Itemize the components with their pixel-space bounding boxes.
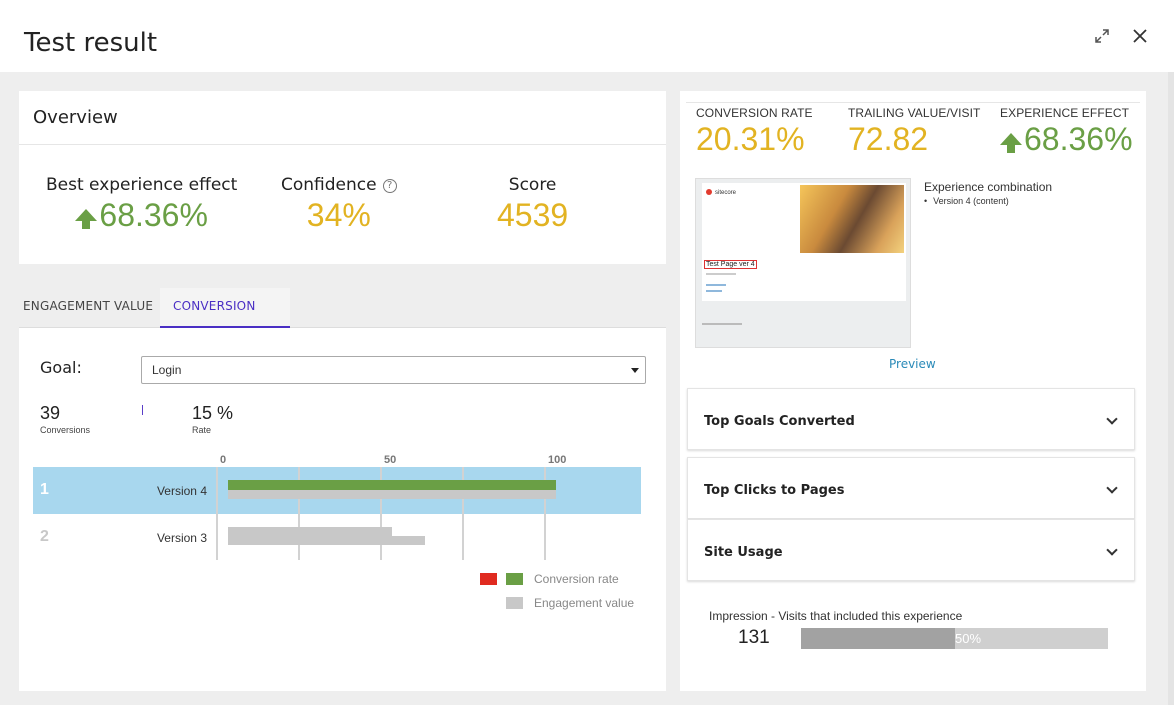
gridline xyxy=(298,467,300,560)
trailing-value-label: TRAILING VALUE/VISIT xyxy=(848,106,981,120)
impression-progress-fill xyxy=(801,628,955,649)
score-label: Score xyxy=(508,175,557,195)
chevron-down-icon xyxy=(1106,544,1118,556)
accordion-top-goals[interactable]: Top Goals Converted xyxy=(687,388,1135,450)
hero-image xyxy=(800,185,904,253)
maximize-icon[interactable] xyxy=(1092,26,1112,46)
sitecore-logo: sitecore xyxy=(706,189,736,196)
goal-selected-value: Login xyxy=(152,363,182,377)
engagement-value-bar-extension xyxy=(392,536,425,545)
experience-effect-stat: EXPERIENCE EFFECT 68.36% xyxy=(1000,106,1133,158)
confidence-stat: Confidence? 34% xyxy=(281,175,397,234)
confidence-label: Confidence xyxy=(281,175,377,195)
arrow-up-icon xyxy=(1000,133,1022,153)
chevron-down-icon xyxy=(1106,482,1118,494)
best-effect-value: 68.36% xyxy=(99,197,208,233)
thumbnail-footer xyxy=(702,323,742,325)
chevron-down-icon xyxy=(1106,413,1118,425)
title-bar: Test result xyxy=(0,0,1174,72)
accordion-top-clicks[interactable]: Top Clicks to Pages xyxy=(687,457,1135,519)
metric-tabs: ENGAGEMENT VALUE CONVERSION RATE xyxy=(19,288,666,349)
tab-engagement-value[interactable]: ENGAGEMENT VALUE xyxy=(23,299,154,313)
best-effect-label: Best experience effect xyxy=(46,175,238,195)
chevron-down-icon xyxy=(631,368,639,373)
combination-heading: Experience combination xyxy=(924,180,1053,194)
rate-value: 15 % xyxy=(192,403,234,423)
x-tick-label: 50 xyxy=(384,454,397,466)
legend-engagement-label: Engagement value xyxy=(534,596,635,610)
divider xyxy=(686,102,1140,103)
best-effect-stat: Best experience effect 68.36% xyxy=(46,175,237,234)
impression-count: 131 xyxy=(738,627,770,648)
combination-item: Version 4 (content) xyxy=(924,196,1009,206)
accordion-label: Site Usage xyxy=(704,545,783,560)
conversions-value: 39 xyxy=(40,403,61,423)
gridline xyxy=(380,467,382,560)
experience-effect-value: 68.36% xyxy=(1024,121,1133,157)
accordion-site-usage[interactable]: Site Usage xyxy=(687,519,1135,581)
goal-select[interactable]: Login xyxy=(141,356,646,384)
gridline xyxy=(216,467,218,560)
text-line xyxy=(706,290,722,292)
experience-panel: CONVERSION RATE 20.31% TRAILING VALUE/VI… xyxy=(680,91,1146,691)
conversions-kpi: 39 Conversions xyxy=(40,403,90,435)
legend-conversion-label: Conversion rate xyxy=(534,572,619,586)
experience-effect-label: EXPERIENCE EFFECT xyxy=(1000,106,1130,120)
rate-kpi: 15 % Rate xyxy=(192,403,233,435)
impression-progress-bar: 50% xyxy=(801,628,1108,649)
legend-swatch-gray xyxy=(506,597,523,609)
help-icon[interactable]: ? xyxy=(382,179,397,193)
impression-label: Impression - Visits that included this e… xyxy=(709,609,963,623)
conversion-rate-stat: CONVERSION RATE 20.31% xyxy=(696,106,813,158)
score-value: 4539 xyxy=(497,197,569,233)
rank-label: 2 xyxy=(40,528,49,545)
conversion-chart-panel: Goal: Login 39 Conversions 15 % Rate 0 50… xyxy=(19,328,666,691)
legend-swatch-green xyxy=(506,573,523,585)
accordion-label: Top Clicks to Pages xyxy=(704,483,845,498)
engagement-value-bar xyxy=(228,527,392,545)
score-stat: Score 4539 xyxy=(497,175,568,234)
version-label: Version 3 xyxy=(156,531,207,545)
experience-thumbnail[interactable]: sitecore Test Page ver 4 xyxy=(695,178,911,348)
text-line xyxy=(706,284,726,286)
gridline xyxy=(544,467,546,560)
legend-swatch-red xyxy=(480,573,497,585)
engagement-value-bar xyxy=(228,490,556,499)
x-tick-label: 0 xyxy=(220,454,227,466)
gridline xyxy=(462,467,464,560)
conversion-rate-label: CONVERSION RATE xyxy=(696,106,813,120)
kpi-divider xyxy=(142,405,143,415)
version-label: Version 4 xyxy=(156,484,207,498)
conversion-rate-bar xyxy=(228,480,556,490)
page-title: Test result xyxy=(24,28,158,58)
tab-conversion-rate[interactable]: CONVERSION RATE xyxy=(160,288,290,349)
rate-label: Rate xyxy=(192,425,212,435)
thumbnail-page: sitecore Test Page ver 4 xyxy=(702,183,906,301)
rank-label: 1 xyxy=(40,481,49,498)
preview-link[interactable]: Preview xyxy=(889,357,936,371)
goal-label: Goal: xyxy=(40,358,82,377)
conversion-rate-value: 20.31% xyxy=(696,121,805,157)
scrollbar[interactable] xyxy=(1168,72,1174,705)
text-line xyxy=(706,273,736,275)
arrow-up-icon xyxy=(75,209,98,229)
trailing-value-value: 72.82 xyxy=(848,121,929,157)
accordion-label: Top Goals Converted xyxy=(704,414,855,429)
overview-heading: Overview xyxy=(19,91,666,145)
x-tick-label: 100 xyxy=(548,454,567,466)
close-icon[interactable] xyxy=(1130,26,1150,46)
conversions-label: Conversions xyxy=(40,425,91,435)
confidence-value: 34% xyxy=(306,197,371,233)
impression-percent: 50% xyxy=(955,631,982,646)
trailing-value-stat: TRAILING VALUE/VISIT 72.82 xyxy=(848,106,980,158)
thumbnail-page-title: Test Page ver 4 xyxy=(704,260,757,269)
overview-card: Overview Best experience effect 68.36% C… xyxy=(19,91,666,264)
